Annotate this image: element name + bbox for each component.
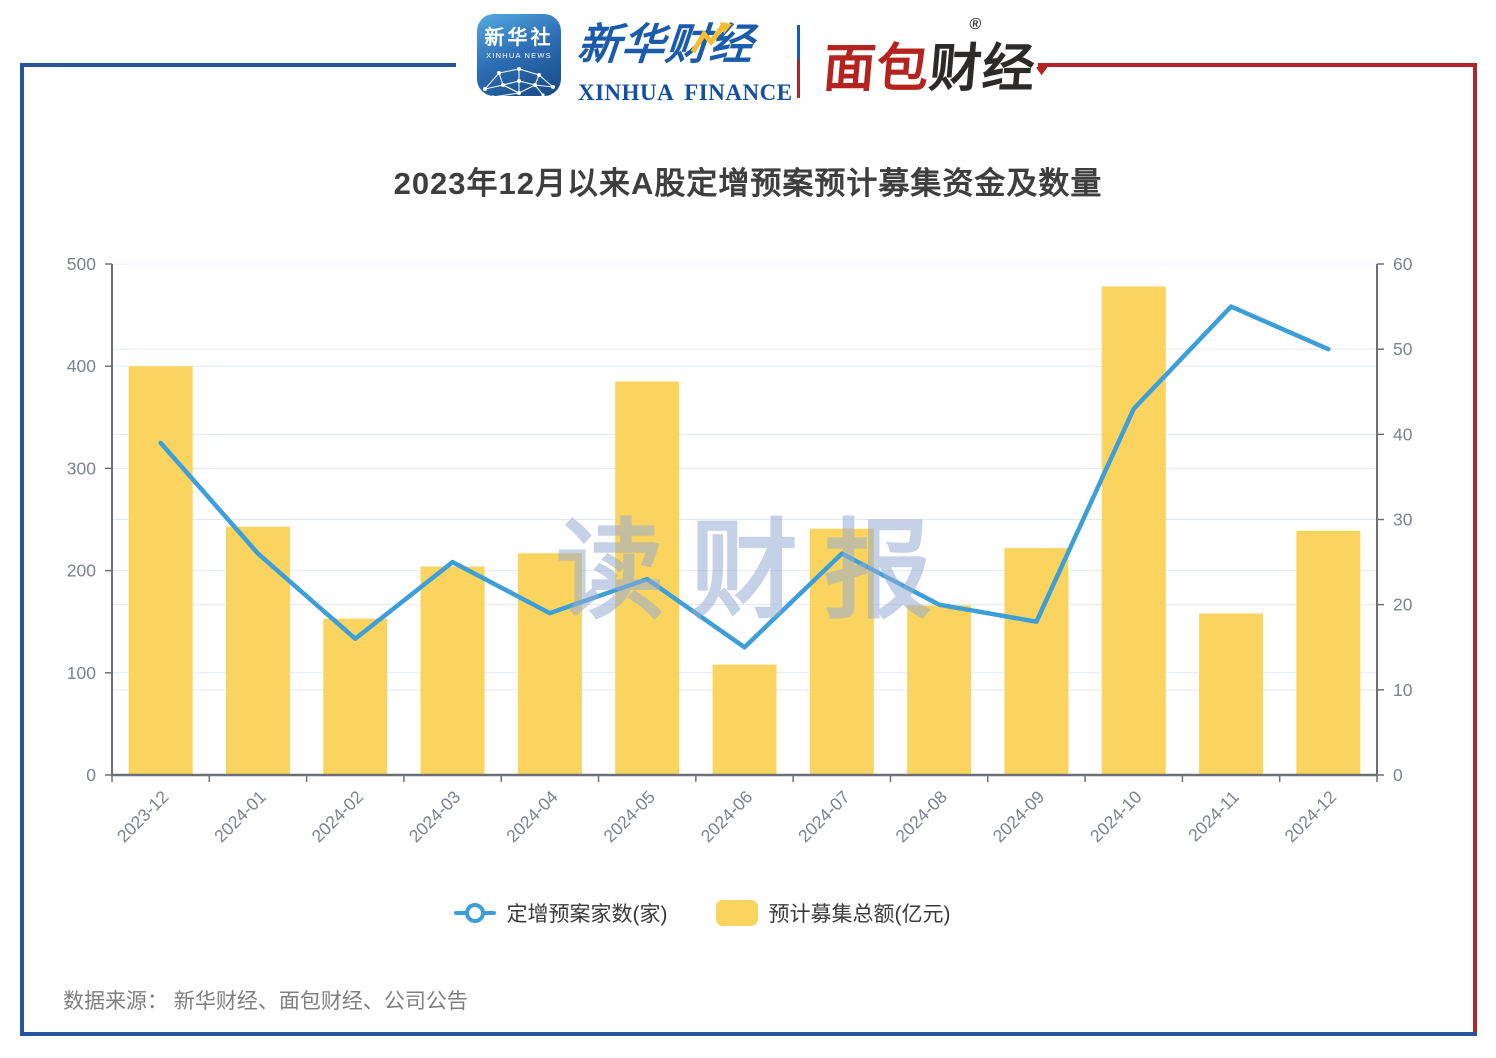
frame-border-top-right [1038,63,1477,67]
x-axis-label-2023-12: 2023-12 [113,787,173,847]
y-axis-label-left-500: 500 [67,254,96,274]
bar-2023-12 [128,366,193,775]
x-axis-label-2024-02: 2024-02 [308,787,368,847]
y-axis-label-left-200: 200 [67,561,96,581]
legend-label-bar: 预计募集总额(亿元) [768,903,951,926]
bar-2024-11 [1199,613,1264,775]
bar-2024-06 [712,664,777,775]
x-axis-label-2024-09: 2024-09 [989,787,1049,847]
x-axis-label-2024-04: 2024-04 [502,787,562,847]
y-axis-label-right-20: 20 [1393,595,1413,615]
bar-2024-01 [225,526,290,775]
y-axis-label-right-10: 10 [1393,680,1413,700]
y-axis-label-left-100: 100 [67,663,96,683]
y-axis-label-right-40: 40 [1393,424,1413,444]
frame-border-bottom [20,1032,1477,1036]
x-axis-label-2024-07: 2024-07 [794,787,854,847]
x-axis-label-2024-01: 2024-01 [210,787,270,847]
xinhua-news-logo-en: XINHUA NEWS [486,51,552,60]
bar-2024-03 [420,566,485,775]
bar-2024-07 [809,528,874,775]
x-axis-label-2024-03: 2024-03 [405,787,465,847]
y-axis-label-left-300: 300 [67,458,96,478]
x-axis-label-2024-08: 2024-08 [891,787,951,847]
legend: 定增预案家数(家) 预计募集总额(亿元) [0,898,1450,928]
frame-border-top-left [20,63,456,67]
xinhua-news-logo-cn: 新华社 [484,27,554,49]
y-axis-label-right-30: 30 [1393,510,1413,530]
line-series-marker-icon [453,902,496,924]
source-note: 数据来源： 新华财经、面包财经、公司公告 [63,990,468,1013]
finance-arrow-icon [690,22,732,54]
legend-item-line-series[interactable]: 定增预案家数(家) [453,898,668,928]
trend-line [158,304,1331,650]
bar-2024-08 [907,605,972,775]
legend-label-line: 定增预案家数(家) [506,903,668,926]
bar-series-marker-icon [715,900,758,926]
bar-2024-04 [517,553,582,775]
network-globe-icon [483,67,555,96]
x-axis-label-2024-12: 2024-12 [1281,787,1341,847]
frame-border-left [20,63,24,1036]
x-axis-label-2024-06: 2024-06 [697,787,757,847]
bar-2024-09 [1004,548,1069,775]
x-axis-label-2024-11: 2024-11 [1184,787,1243,846]
page-title: 2023年12月以来A股定增预案预计募集资金及数量 [393,166,1103,201]
header: 新华社 XINHUA NEWS 新华财经 XINHUA F [0,0,1496,110]
frame-border-right [1473,63,1477,1036]
xinhua-finance-logo-en: XINHUA FINANCE [578,80,793,105]
y-axis-label-left-400: 400 [67,356,96,376]
y-axis-label-left-0: 0 [86,765,96,785]
x-axis-label-2024-10: 2024-10 [1086,787,1146,847]
xinhua-finance-logo: 新华财经 XINHUA FINANCE [576,10,793,106]
bar-2024-12 [1296,530,1361,775]
bar-2024-10 [1101,286,1166,775]
bar-2024-02 [323,618,388,775]
header-divider [797,25,800,98]
legend-item-bar-series[interactable]: 预计募集总额(亿元) [715,898,951,928]
x-axis-label-2024-05: 2024-05 [599,787,659,847]
y-axis-label-right-60: 60 [1393,254,1413,274]
xinhua-news-app-logo: 新华社 XINHUA NEWS [477,14,561,96]
y-axis-label-right-50: 50 [1393,339,1413,359]
y-axis-label-right-0: 0 [1393,765,1403,785]
